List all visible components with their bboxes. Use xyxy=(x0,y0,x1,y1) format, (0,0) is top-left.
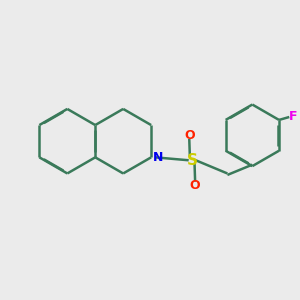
Text: S: S xyxy=(187,153,198,168)
Text: F: F xyxy=(289,110,297,123)
Text: N: N xyxy=(153,151,163,164)
Text: O: O xyxy=(184,129,195,142)
Text: O: O xyxy=(190,179,200,192)
